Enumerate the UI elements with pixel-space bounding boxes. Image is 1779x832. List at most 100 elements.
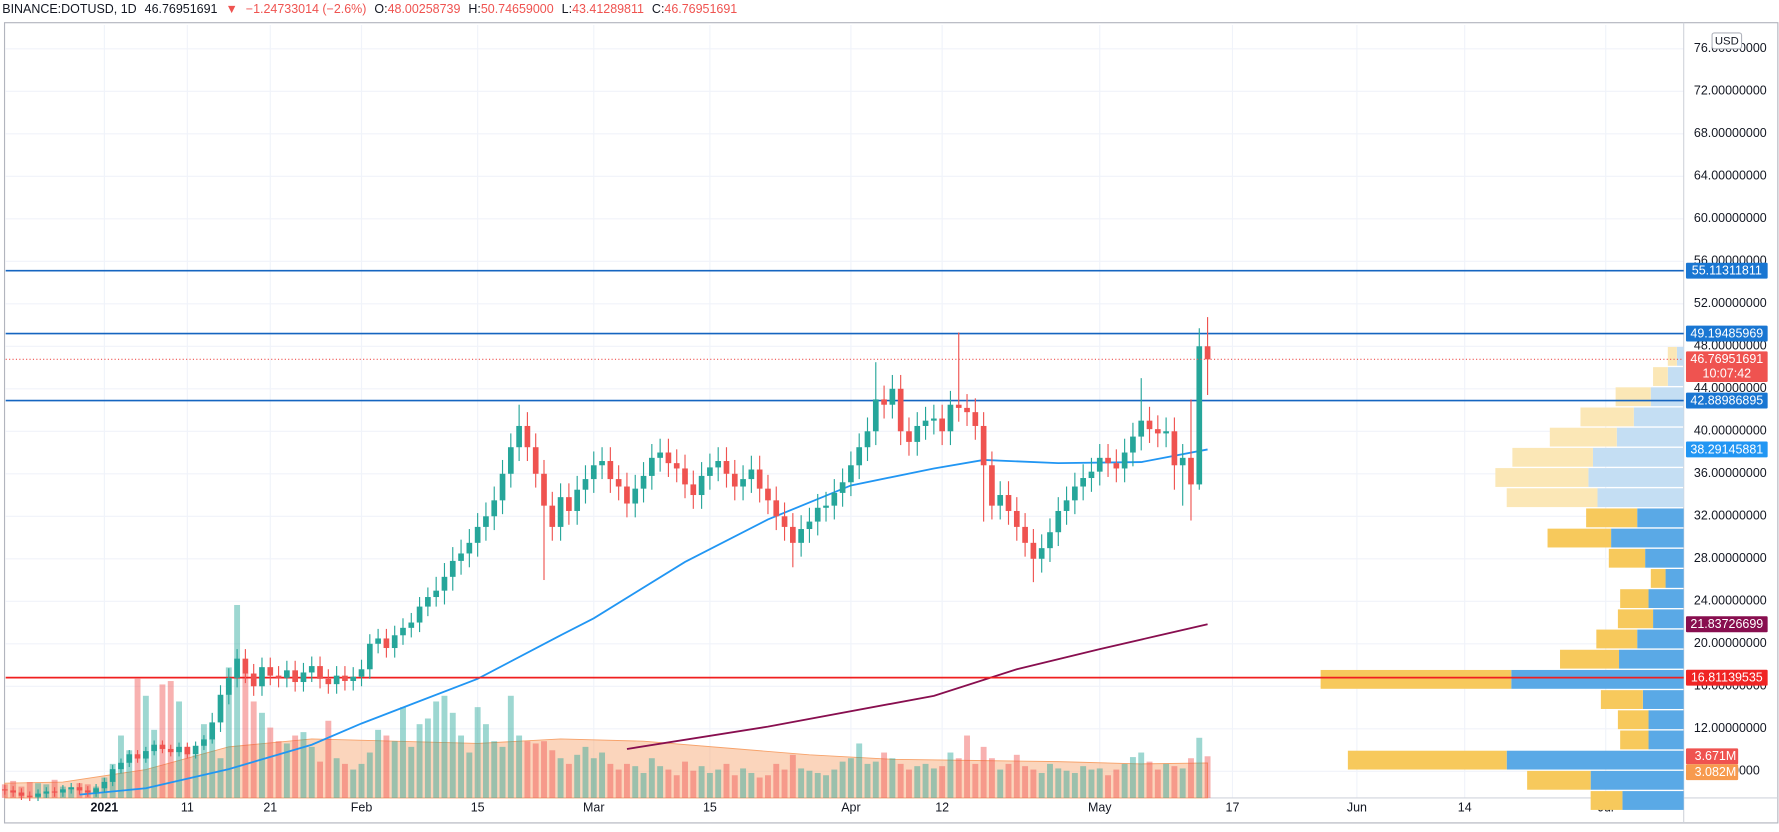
profile-up <box>1611 528 1684 548</box>
volume-bar <box>798 768 805 798</box>
volume-bar <box>1154 769 1161 798</box>
profile-up <box>1650 387 1684 407</box>
volume-bar <box>408 746 415 798</box>
volume-bar <box>491 741 498 798</box>
profile-down <box>1650 569 1666 588</box>
chart-frame <box>3 22 1779 824</box>
volume-bar <box>1005 763 1012 798</box>
candle-body <box>640 475 647 489</box>
candle-body <box>607 461 614 480</box>
line-tag: 55.11311811 <box>1692 264 1762 278</box>
price-tag-box <box>1685 351 1768 383</box>
volume-bar <box>1171 766 1178 798</box>
volume-bar <box>939 766 946 798</box>
profile-down <box>1653 367 1668 386</box>
candle-body <box>333 675 340 685</box>
line-tag: 49.19485969 <box>1690 326 1763 340</box>
candle-body <box>433 590 440 598</box>
candle-body <box>541 473 547 506</box>
candle-body <box>1188 457 1194 485</box>
profile-up <box>1648 589 1684 609</box>
candle-body <box>499 473 506 501</box>
candle-body <box>881 399 887 405</box>
profile-up <box>1506 750 1684 770</box>
volume-bar <box>881 752 888 798</box>
profile-up <box>1597 488 1684 508</box>
candle-body <box>151 744 157 752</box>
candle-body <box>715 461 722 468</box>
candle-body <box>375 638 381 644</box>
volume-bar <box>723 763 730 798</box>
candle-body <box>474 526 481 543</box>
candle-body <box>507 447 514 474</box>
candle-body <box>516 425 522 448</box>
volume-bar <box>955 758 962 798</box>
line-tag-box <box>1685 669 1768 686</box>
candle-body <box>300 672 307 683</box>
volume-bar <box>200 724 207 798</box>
candle-body <box>1138 420 1145 437</box>
currency: USD <box>1715 35 1739 47</box>
candle-body <box>209 722 216 740</box>
profile-up <box>1637 508 1684 528</box>
candle-body <box>1113 463 1120 469</box>
candle-body <box>267 667 274 676</box>
line-tag: 16.81139535 <box>1691 671 1763 685</box>
profile-up <box>1619 649 1684 669</box>
candle-body <box>1096 457 1103 472</box>
profile-up <box>1637 629 1684 649</box>
candle-body <box>773 500 780 517</box>
candle-body <box>889 388 896 405</box>
volume-bar <box>1080 766 1087 798</box>
candle-body <box>698 475 705 496</box>
candle-body <box>441 576 448 591</box>
candle-body <box>93 788 99 793</box>
volume-bar <box>947 752 954 798</box>
candle-body <box>590 465 597 480</box>
volume-bar <box>972 763 979 798</box>
y-tick-label: 48.00000000 <box>1694 339 1767 353</box>
x-tick-label: Mar <box>583 800 604 814</box>
y-tick-label: 52.00000000 <box>1694 296 1767 310</box>
candle-body <box>225 677 232 695</box>
volume-bar <box>1038 772 1045 798</box>
volume-bar <box>715 769 722 798</box>
candle-body <box>856 447 863 466</box>
candle-body <box>980 425 987 466</box>
y-tick-label: 12.00000000 <box>1694 721 1767 735</box>
volume-bar <box>640 772 647 798</box>
volume-bar <box>184 746 191 798</box>
candle-body <box>1204 346 1211 360</box>
volume-bar <box>1063 770 1070 798</box>
candle-body <box>972 412 979 426</box>
candle-body <box>51 791 58 793</box>
candle-body <box>989 465 995 506</box>
candle-body <box>997 495 1004 506</box>
volume-bar <box>1138 752 1145 798</box>
volume-bar <box>26 782 33 798</box>
volume-bar <box>988 758 995 798</box>
candle-body <box>1055 510 1062 533</box>
volume-bar <box>242 673 249 798</box>
candle-body <box>781 516 788 527</box>
volume-bar <box>806 770 813 798</box>
volume-bar <box>400 707 406 798</box>
candle-body <box>690 484 697 496</box>
profile-up <box>1645 548 1684 568</box>
volume-ma-tag: 3.082M <box>1695 765 1737 779</box>
candle-body <box>1146 420 1153 430</box>
profile-down <box>1527 770 1591 790</box>
candle-body <box>167 748 174 753</box>
x-tick-label: 2021 <box>91 800 119 814</box>
candle-body <box>1171 431 1178 466</box>
ohlc-key: L: <box>562 3 572 17</box>
candle-body <box>400 627 406 636</box>
volume-bar <box>167 681 174 798</box>
volume-bar <box>358 763 365 798</box>
profile-down <box>1547 528 1612 548</box>
candle-body <box>201 739 207 746</box>
candle-body <box>1005 495 1012 511</box>
candle-body <box>217 694 224 723</box>
candle-body <box>839 482 846 493</box>
